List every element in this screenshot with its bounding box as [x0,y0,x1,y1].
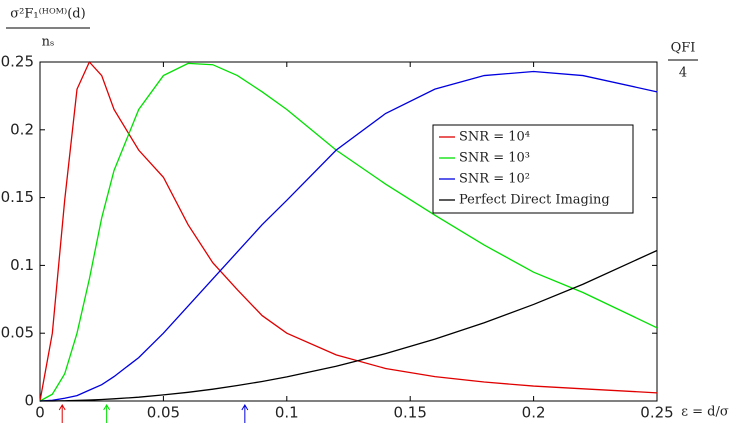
marker-arrow [58,404,66,423]
y-tick-label: 0.2 [10,120,34,138]
plot-frame [39,61,658,402]
y-tick-label: 0.25 [1,53,34,71]
y-tick-label: 0.15 [1,188,34,206]
y-label-numerator: σ²F₁⁽ᴴᴼᴹ⁾(d) [10,7,85,22]
legend-box [432,124,634,214]
legend-label: Perfect Direct Imaging [459,193,610,208]
y-label-denominator: nₛ [42,35,55,50]
legend-label: SNR = 10² [459,172,530,187]
annotation-numerator: QFI [671,41,696,56]
annotation-denominator: 4 [679,66,687,81]
y-tick-label: 0.05 [1,324,34,342]
legend-label: SNR = 10⁴ [459,130,530,145]
x-tick-label: 0.15 [393,404,426,422]
series-line [39,70,658,402]
marker-arrow [241,404,249,423]
x-label: ε = d/σ [681,405,729,420]
x-tick-label: 0.2 [522,404,546,422]
series-line [39,60,658,402]
y-tick-label: 0 [24,392,34,410]
series-line [39,62,658,402]
x-tick-label: 0.25 [640,404,673,422]
x-tick-label: 0 [35,404,45,422]
y-tick-label: 0.1 [10,256,34,274]
series-line [39,249,658,402]
x-tick-label: 0.05 [147,404,180,422]
legend-label: SNR = 10³ [459,151,530,166]
x-tick-label: 0.1 [275,404,299,422]
marker-arrow [103,404,111,423]
